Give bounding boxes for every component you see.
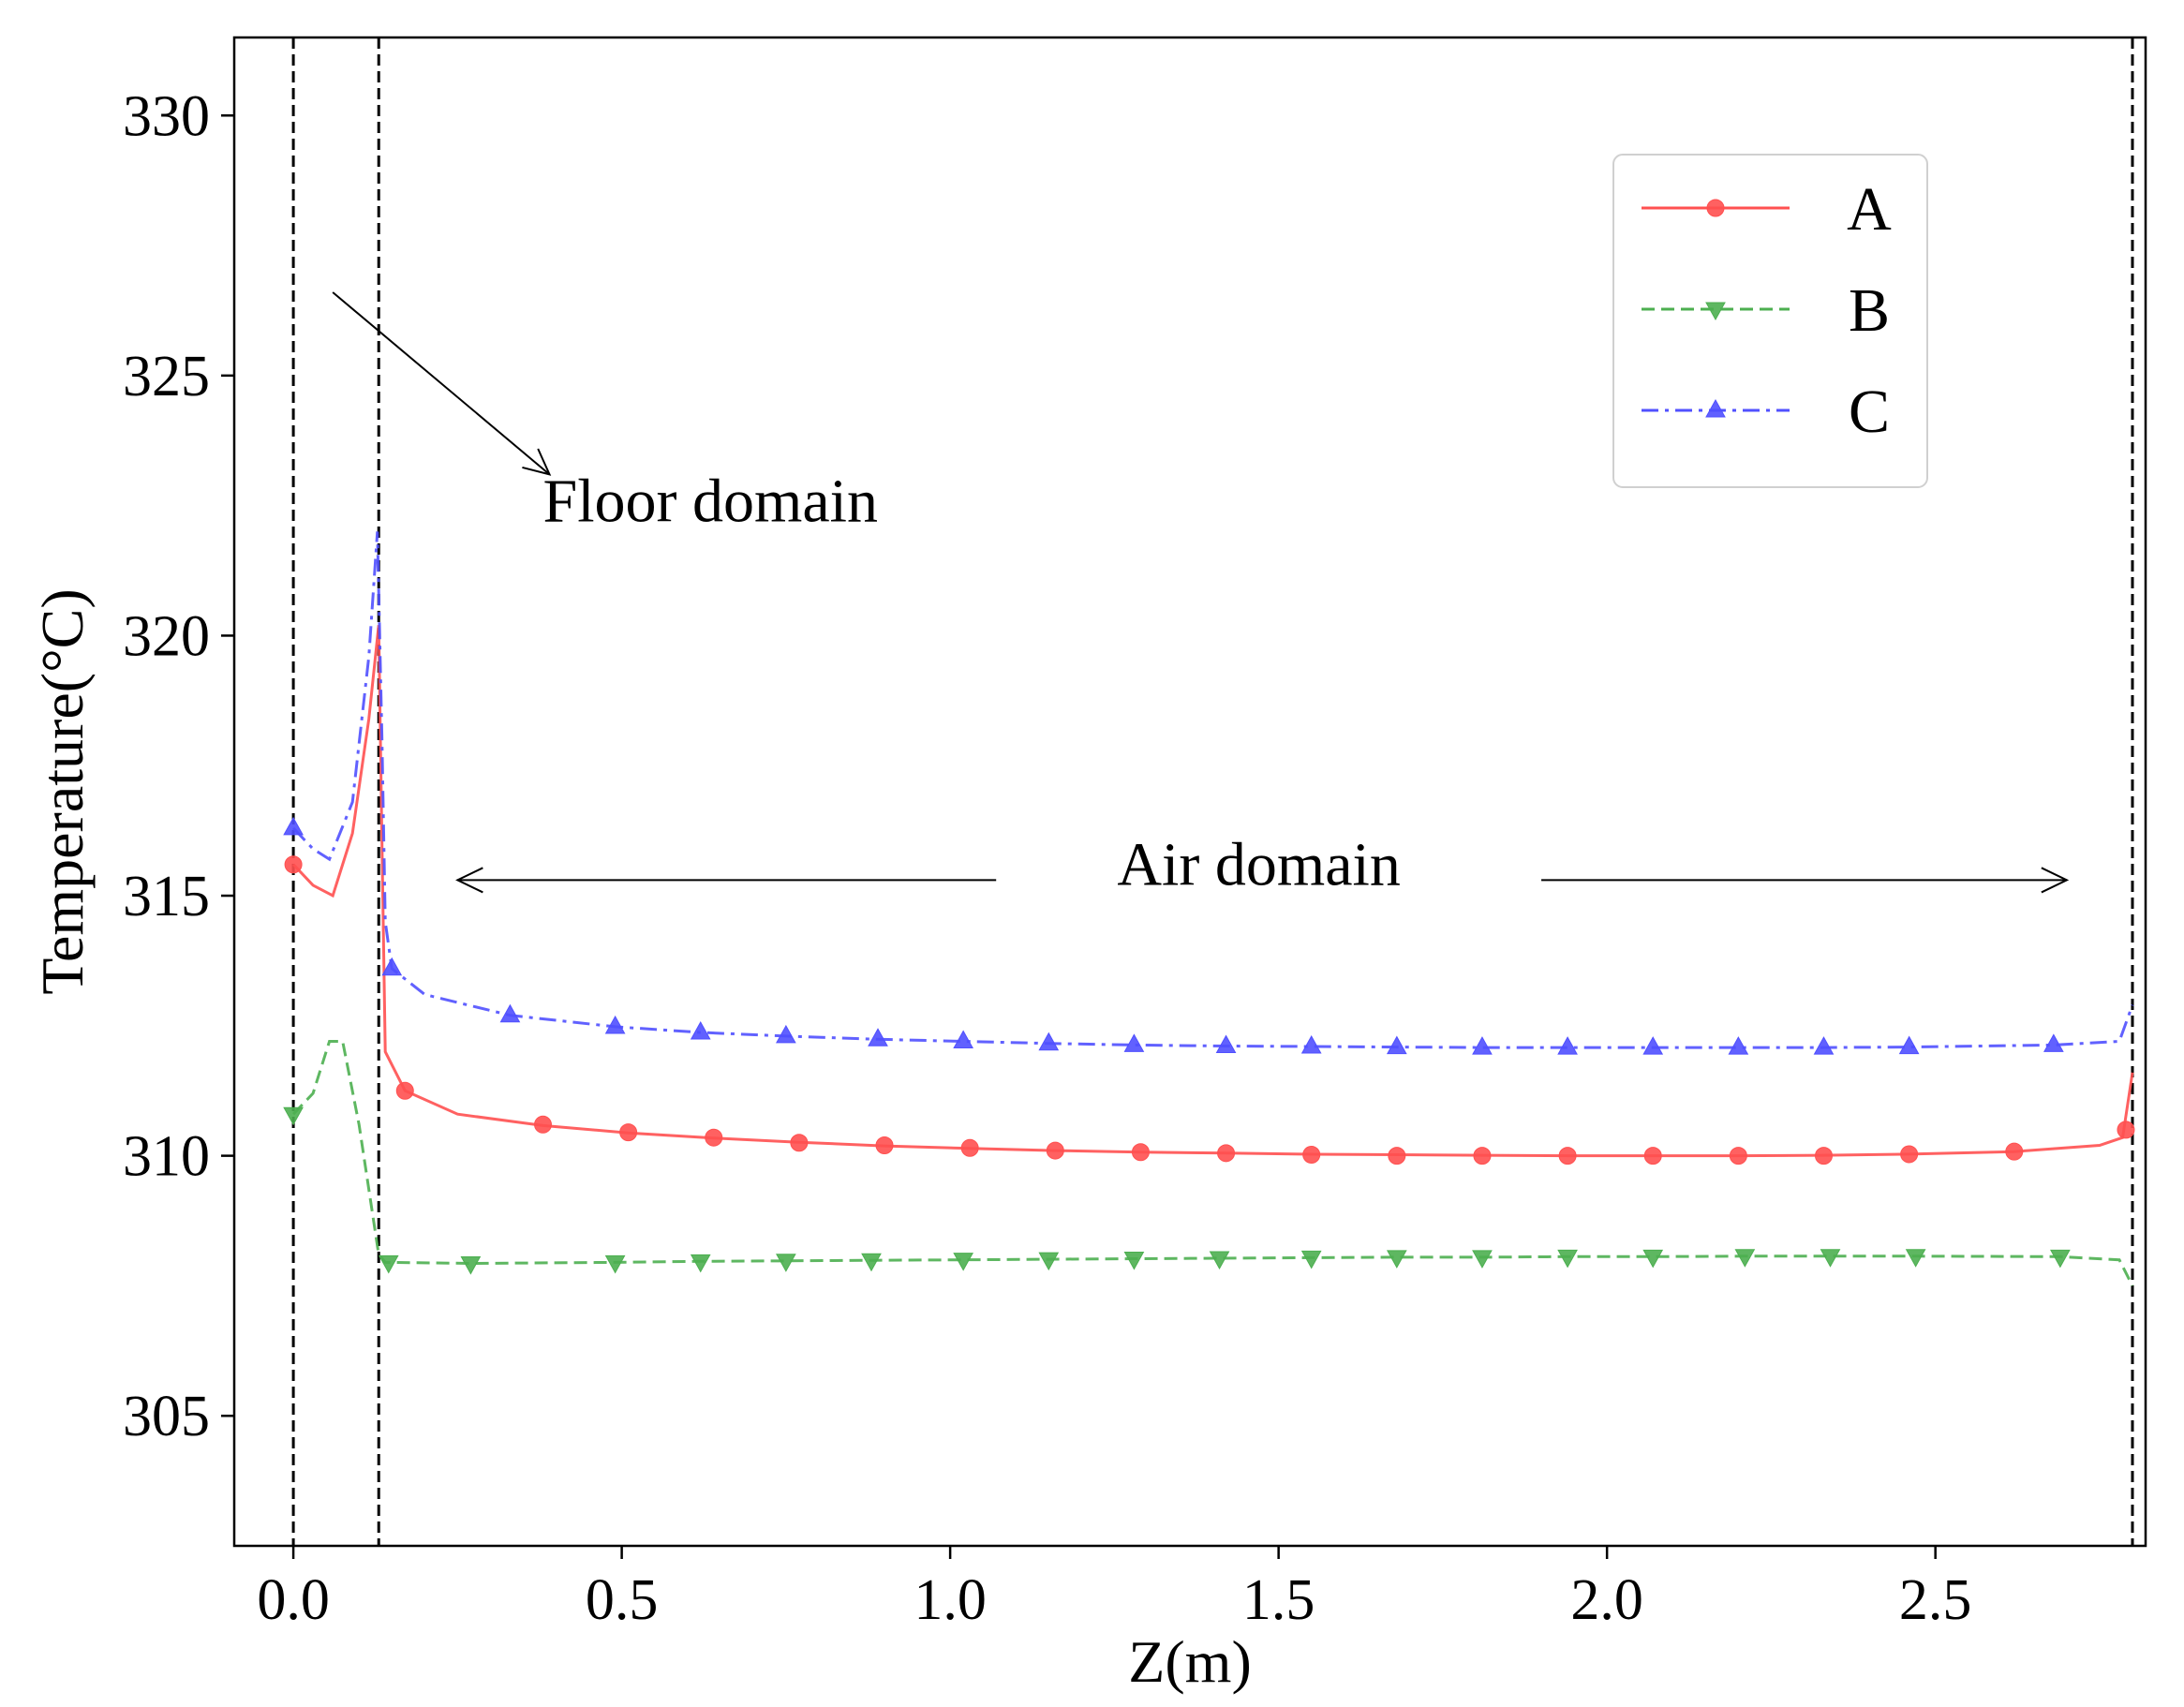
data-point-B bbox=[283, 1106, 304, 1126]
data-point-B bbox=[1557, 1249, 1578, 1269]
legend-marker-A bbox=[1706, 199, 1725, 217]
data-point-B bbox=[1734, 1249, 1756, 1268]
data-point-B bbox=[1820, 1249, 1841, 1268]
x-tick-label: 0.5 bbox=[586, 1568, 659, 1632]
y-tick-label: 330 bbox=[123, 84, 210, 148]
air-domain-right-arrowhead bbox=[2041, 867, 2070, 894]
data-point-A bbox=[284, 855, 303, 874]
data-point-B bbox=[378, 1254, 399, 1274]
data-point-A bbox=[1046, 1141, 1064, 1160]
legend-label-A: A bbox=[1847, 175, 1892, 244]
data-point-C bbox=[1813, 1036, 1835, 1055]
data-point-B bbox=[1300, 1250, 1322, 1269]
data-point-A bbox=[1302, 1146, 1321, 1165]
annotations: Floor domain Air domain bbox=[332, 291, 2070, 899]
data-point-C bbox=[1898, 1035, 1920, 1055]
data-point-C bbox=[604, 1015, 626, 1034]
floor-domain-label: Floor domain bbox=[542, 467, 878, 535]
data-point-A bbox=[790, 1134, 809, 1152]
series-layer bbox=[283, 531, 2135, 1287]
data-point-A bbox=[1473, 1147, 1492, 1165]
data-point-C bbox=[499, 1003, 521, 1023]
series-B bbox=[283, 1040, 2134, 1287]
legend-marker-C bbox=[1705, 398, 1726, 418]
y-tick-label: 305 bbox=[123, 1385, 210, 1448]
data-point-A bbox=[1388, 1147, 1406, 1165]
data-point-B bbox=[1209, 1251, 1230, 1270]
data-point-C bbox=[690, 1021, 711, 1040]
data-point-B bbox=[1642, 1249, 1664, 1269]
data-point-C bbox=[1215, 1034, 1237, 1053]
air-domain-label: Air domain bbox=[1117, 831, 1400, 899]
data-point-B bbox=[690, 1254, 711, 1273]
legend-marker-B bbox=[1705, 302, 1726, 321]
data-point-B bbox=[1123, 1252, 1145, 1270]
data-point-A bbox=[1217, 1144, 1236, 1163]
y-tick-label: 310 bbox=[123, 1125, 210, 1189]
data-point-B bbox=[2050, 1249, 2071, 1269]
data-point-B bbox=[776, 1254, 796, 1272]
data-point-C bbox=[776, 1024, 796, 1044]
floor-domain-arrow bbox=[332, 291, 551, 476]
data-point-A bbox=[1643, 1147, 1662, 1165]
data-point-C bbox=[1472, 1036, 1493, 1055]
data-point-A bbox=[2005, 1142, 2024, 1161]
data-point-C bbox=[1557, 1036, 1578, 1055]
data-point-C bbox=[2043, 1033, 2064, 1052]
data-point-B bbox=[1905, 1249, 1926, 1268]
data-point-A bbox=[533, 1115, 552, 1134]
y-axis-title: Temperature(°C) bbox=[29, 588, 96, 994]
y-tick-label: 325 bbox=[123, 345, 210, 408]
data-point-C bbox=[381, 957, 403, 976]
data-point-A bbox=[1814, 1147, 1833, 1165]
data-point-C bbox=[868, 1028, 888, 1046]
floor-domain-arrowhead bbox=[522, 448, 552, 476]
legend-label-C: C bbox=[1849, 378, 1890, 446]
data-point-C bbox=[1642, 1036, 1664, 1055]
data-point-A bbox=[1729, 1147, 1747, 1165]
data-point-C bbox=[1300, 1035, 1322, 1054]
data-point-A bbox=[875, 1136, 894, 1155]
data-point-B bbox=[1386, 1250, 1407, 1269]
data-point-B bbox=[953, 1253, 973, 1271]
data-point-C bbox=[1386, 1035, 1407, 1055]
data-point-A bbox=[2117, 1121, 2135, 1139]
data-point-A bbox=[705, 1128, 723, 1147]
data-point-C bbox=[1728, 1036, 1749, 1055]
x-axis-title: Z(m) bbox=[1128, 1628, 1252, 1695]
legend-entries: ABC bbox=[1642, 175, 1892, 446]
data-point-A bbox=[1131, 1143, 1150, 1162]
data-point-A bbox=[619, 1123, 638, 1142]
data-point-A bbox=[395, 1081, 414, 1100]
legend: ABC bbox=[1612, 154, 1928, 488]
air-domain-left-arrowhead bbox=[455, 867, 483, 894]
x-tick-label: 1.5 bbox=[1242, 1568, 1315, 1632]
data-point-C bbox=[1123, 1033, 1145, 1052]
data-point-B bbox=[1038, 1252, 1060, 1271]
data-point-B bbox=[1472, 1250, 1493, 1269]
x-axis-ticks: 0.0 0.5 1.0 1.5 2.0 2.5 bbox=[257, 1546, 1971, 1632]
y-tick-label: 320 bbox=[123, 604, 210, 668]
data-point-A bbox=[1900, 1145, 1919, 1164]
data-point-C bbox=[953, 1030, 973, 1048]
data-point-B bbox=[460, 1256, 482, 1275]
y-tick-label: 315 bbox=[123, 865, 210, 928]
domain-boundary-lines bbox=[291, 37, 2134, 1546]
x-tick-label: 0.0 bbox=[257, 1568, 330, 1632]
legend-label-B: B bbox=[1849, 276, 1890, 345]
data-point-A bbox=[960, 1138, 979, 1157]
data-point-B bbox=[861, 1253, 882, 1272]
series-C bbox=[283, 531, 2134, 1055]
data-point-B bbox=[604, 1254, 626, 1274]
x-tick-label: 2.0 bbox=[1570, 1568, 1643, 1632]
y-axis-ticks: 305 310 315 320 325 330 bbox=[123, 84, 234, 1448]
data-point-C bbox=[1038, 1032, 1060, 1051]
legend-box bbox=[1612, 154, 1928, 488]
x-tick-label: 2.5 bbox=[1899, 1568, 1972, 1632]
data-point-A bbox=[1558, 1147, 1577, 1165]
series-line-C bbox=[292, 531, 2134, 1049]
x-tick-label: 1.0 bbox=[914, 1568, 987, 1632]
data-point-C bbox=[283, 816, 304, 836]
